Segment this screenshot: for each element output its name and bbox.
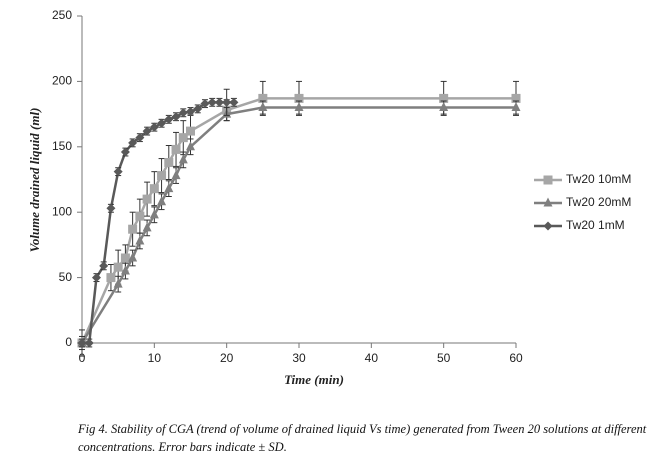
marker xyxy=(200,99,210,109)
x-tick-label: 50 xyxy=(437,351,451,365)
legend-label: Tw20 20mM xyxy=(566,195,631,209)
marker xyxy=(229,97,239,107)
marker xyxy=(128,138,138,148)
y-tick-label: 0 xyxy=(65,335,72,349)
marker xyxy=(171,170,181,180)
marker xyxy=(294,102,304,112)
y-tick-label: 100 xyxy=(52,204,72,218)
marker xyxy=(135,133,145,143)
marker xyxy=(511,93,521,103)
marker xyxy=(99,261,109,271)
marker xyxy=(106,273,116,283)
marker xyxy=(543,175,553,185)
marker xyxy=(77,338,87,348)
x-tick-label: 20 xyxy=(220,351,234,365)
marker xyxy=(164,114,174,124)
caption: Fig 4. Stability of CGA (trend of volume… xyxy=(78,422,647,454)
marker xyxy=(164,157,174,167)
marker xyxy=(142,126,152,136)
marker xyxy=(258,102,268,112)
marker xyxy=(149,209,159,219)
marker xyxy=(157,118,167,128)
x-axis-title: Time (min) xyxy=(284,372,344,387)
marker xyxy=(207,97,217,107)
marker xyxy=(135,235,145,245)
marker xyxy=(178,133,188,143)
marker xyxy=(157,171,167,181)
marker xyxy=(511,102,521,112)
marker xyxy=(128,224,138,234)
marker xyxy=(258,93,268,103)
marker xyxy=(439,93,449,103)
y-tick-label: 50 xyxy=(59,270,73,284)
marker xyxy=(135,211,145,221)
marker xyxy=(113,167,123,177)
marker xyxy=(186,126,195,136)
marker xyxy=(171,144,181,154)
marker xyxy=(543,221,553,231)
marker xyxy=(193,104,203,114)
marker xyxy=(128,252,138,262)
y-tick-label: 150 xyxy=(52,139,72,153)
y-axis-title: Volume drained liquid (ml) xyxy=(27,108,42,253)
marker xyxy=(84,338,94,348)
marker xyxy=(171,112,181,122)
chart: Time (min) Volume drained liquid (ml) 0 5… xyxy=(27,8,631,387)
marker xyxy=(120,265,130,275)
marker xyxy=(142,222,152,232)
marker xyxy=(222,97,232,107)
marker xyxy=(186,106,195,116)
marker xyxy=(543,197,553,207)
marker xyxy=(120,253,130,263)
y-tick-label: 250 xyxy=(52,8,72,22)
marker xyxy=(186,141,195,151)
x-tick-label: 40 xyxy=(365,351,379,365)
marker xyxy=(164,183,174,193)
x-tick-label: 0 xyxy=(79,351,86,365)
marker xyxy=(106,203,116,213)
legend-label: Tw20 10mM xyxy=(566,172,631,186)
legend-label: Tw20 1mM xyxy=(566,218,625,232)
marker xyxy=(157,196,167,206)
marker xyxy=(149,184,159,194)
marker xyxy=(120,147,130,157)
y-tick-label: 200 xyxy=(52,74,72,88)
marker xyxy=(294,93,304,103)
marker xyxy=(113,262,123,272)
marker xyxy=(178,154,188,164)
x-tick-label: 10 xyxy=(148,351,162,365)
x-tick-label: 60 xyxy=(509,351,523,365)
marker xyxy=(149,122,159,132)
marker xyxy=(91,273,101,283)
marker xyxy=(214,97,224,107)
marker xyxy=(113,278,123,288)
x-tick-label: 30 xyxy=(292,351,306,365)
marker xyxy=(439,102,449,112)
marker xyxy=(142,194,152,204)
marker xyxy=(178,108,188,118)
